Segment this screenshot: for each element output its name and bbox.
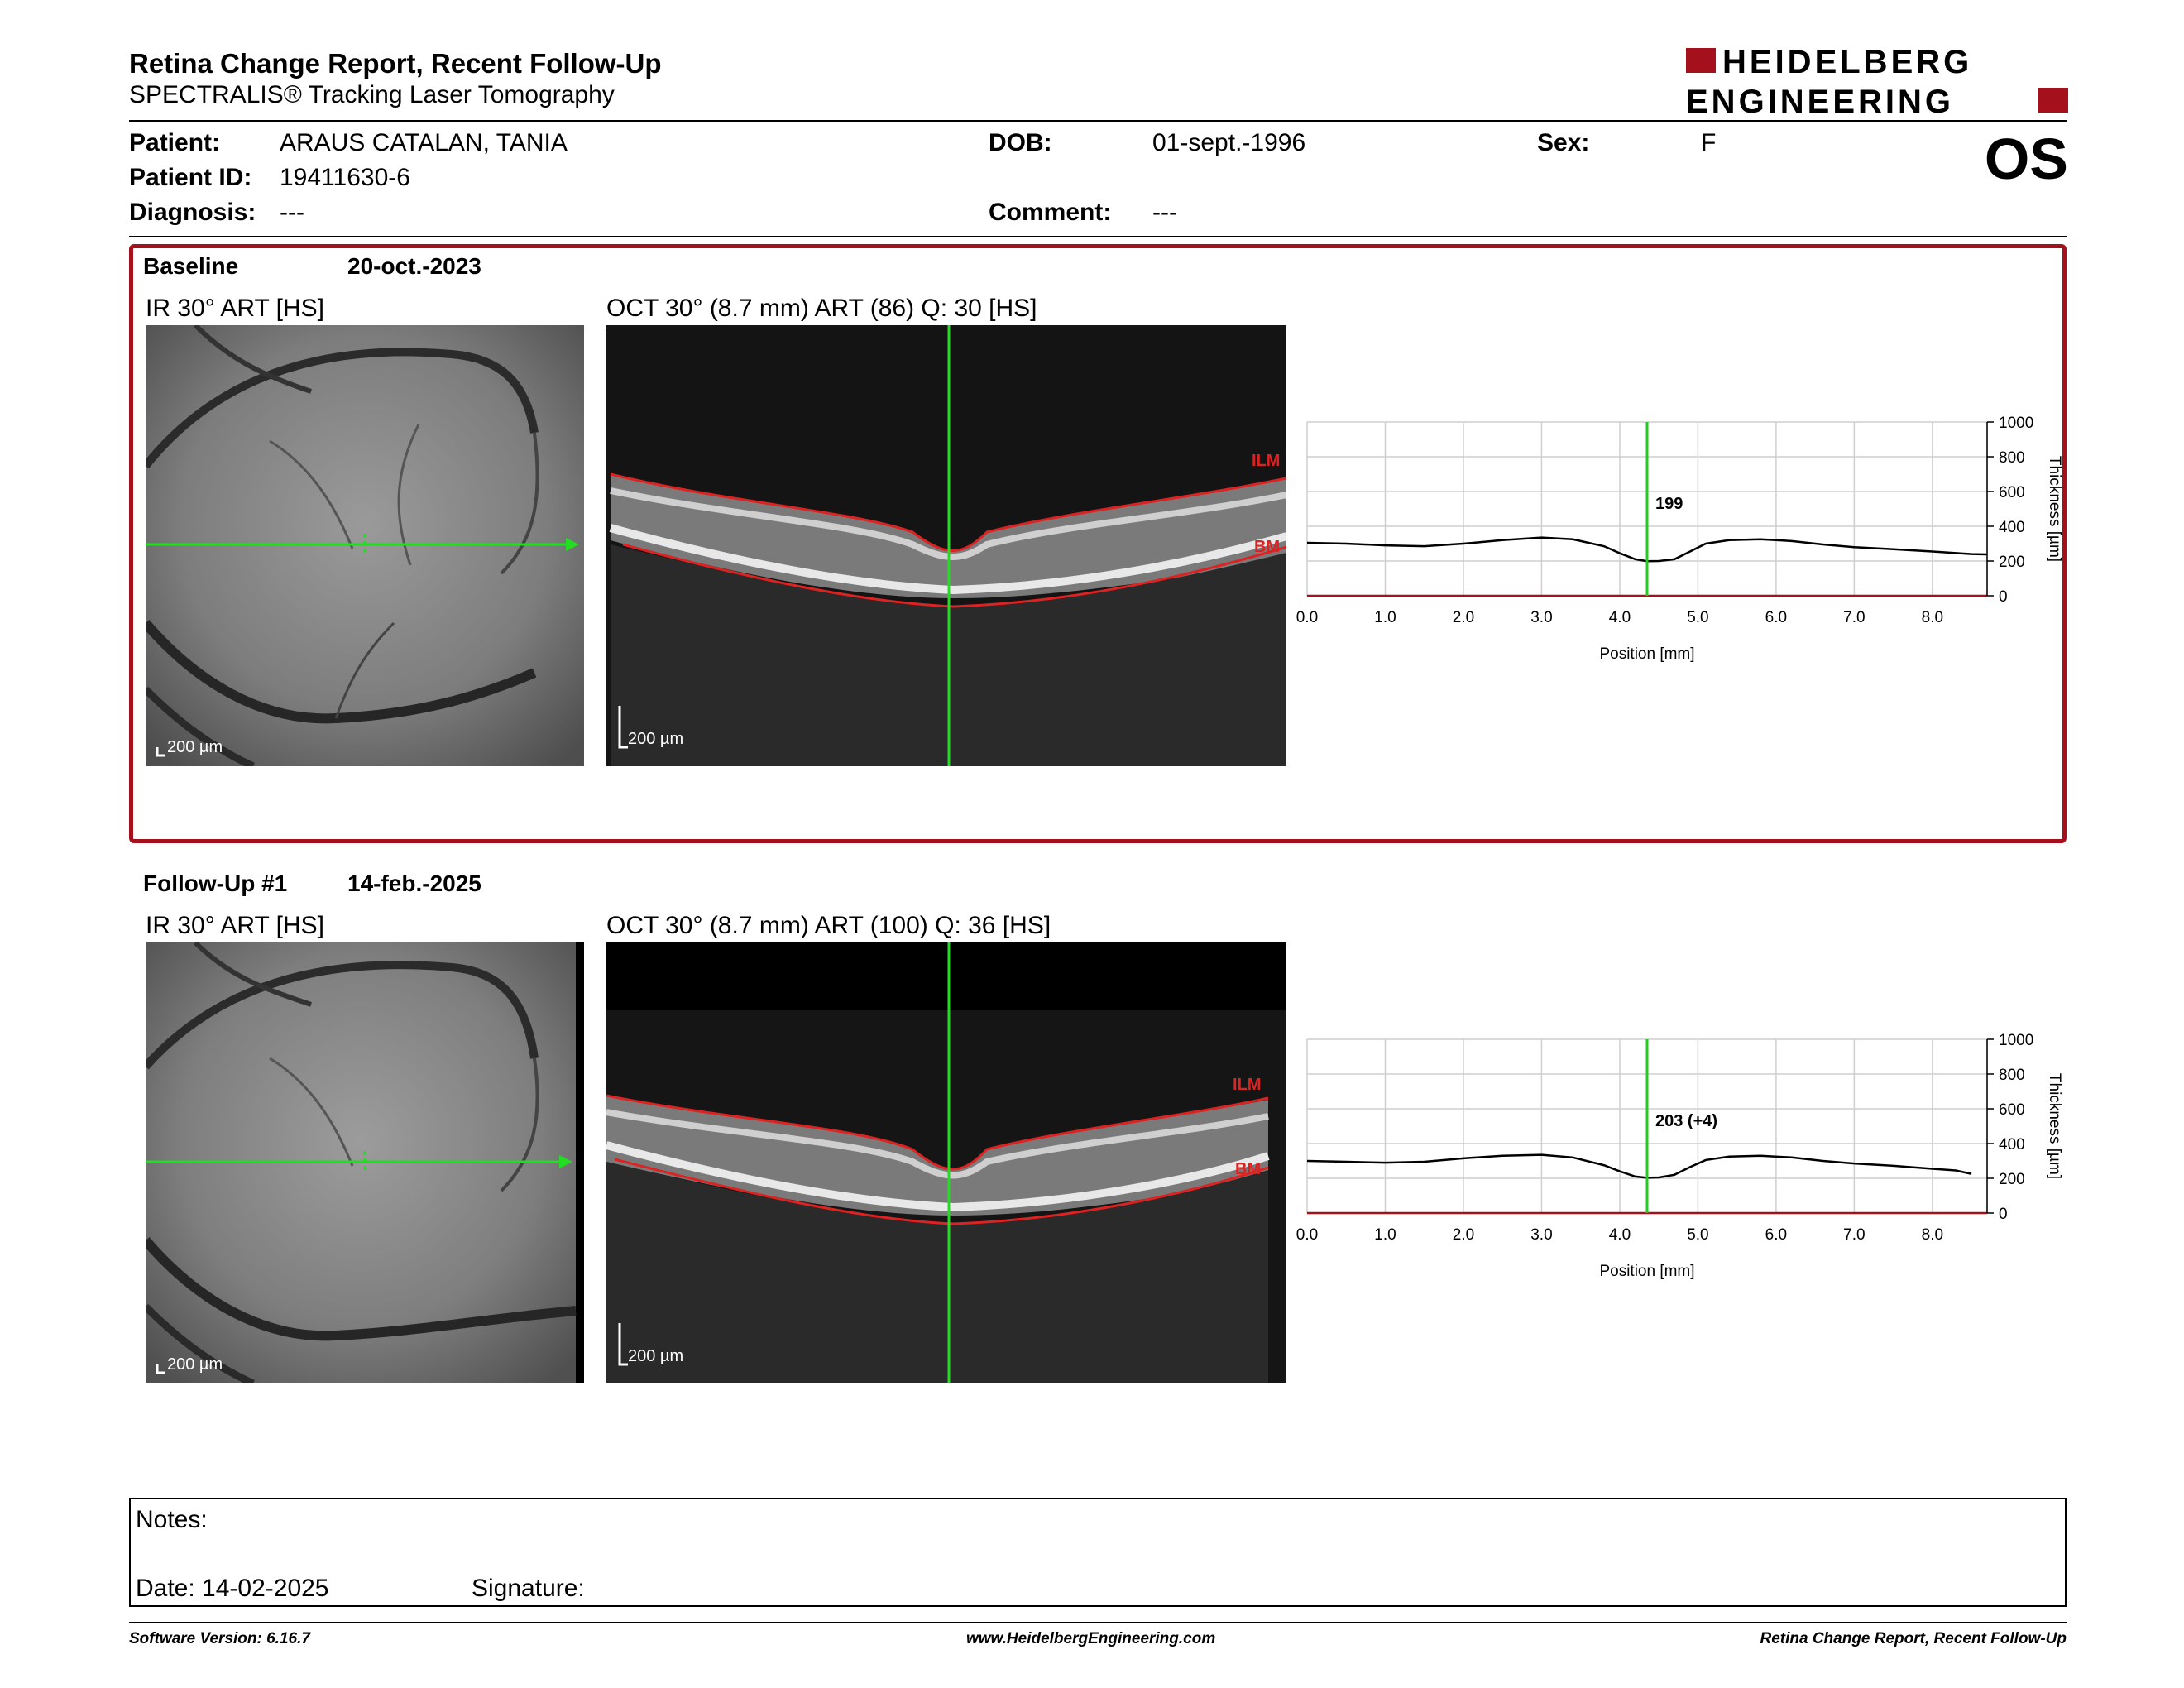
y-tick-label: 0 [1999, 588, 2008, 606]
baseline-chart-ylabel: Thickness [µm] [2046, 456, 2063, 562]
logo-line2: ENGINEERING [1686, 84, 1954, 119]
y-tick-label: 800 [1999, 1067, 2025, 1084]
followup-thickness-chart: Position [mm] Thickness [µm] 0.0 1.0 2.0 3.… [1296, 1032, 2063, 1280]
dob-label: DOB: [989, 129, 1052, 156]
x-tick-label: 0.0 [1296, 1226, 1318, 1244]
x-tick-label: 4.0 [1609, 1226, 1631, 1244]
x-tick-label: 6.0 [1765, 1226, 1787, 1244]
x-tick-label: 8.0 [1922, 1226, 1943, 1244]
sex-label: Sex: [1537, 129, 1590, 156]
y-tick-label: 800 [1999, 449, 2025, 467]
followup-ir-fundus-image: 200 µm [146, 942, 584, 1383]
x-tick-label: 4.0 [1609, 609, 1631, 626]
patient-id-label: Patient ID: [129, 164, 252, 191]
x-tick-label: 0.0 [1296, 609, 1318, 626]
patient-divider [129, 236, 2067, 237]
y-tick-label: 0 [1999, 1206, 2008, 1223]
y-tick-label: 200 [1999, 1171, 2025, 1188]
footer-software-version: Software Version: 6.16.7 [129, 1630, 310, 1647]
followup-chart-cursor-label: 203 (+4) [1655, 1112, 1717, 1130]
patient-label: Patient: [129, 129, 221, 156]
thickness-line [1306, 536, 1988, 563]
comment-value: --- [1152, 199, 1177, 226]
x-tick-label: 2.0 [1453, 609, 1474, 626]
baseline-chart-cursor-label: 199 [1655, 495, 1683, 513]
thickness-line [1306, 1153, 1972, 1179]
signature-field: Signature: [472, 1575, 585, 1602]
followup-ir-caption: IR 30° ART [HS] [146, 912, 324, 939]
baseline-chart-xlabel: Position [mm] [1599, 645, 1694, 663]
y-tick-label: 200 [1999, 554, 2025, 571]
x-tick-label: 7.0 [1843, 609, 1865, 626]
notes-label: Notes: [136, 1506, 208, 1533]
x-tick-label: 1.0 [1374, 609, 1396, 626]
footer-report-name: Retina Change Report, Recent Follow-Up [1760, 1630, 2067, 1647]
baseline-oct-caption: OCT 30° (8.7 mm) ART (86) Q: 30 [HS] [606, 295, 1037, 322]
baseline-oct-bscan-image: ILM BM 200 µm [606, 325, 1286, 766]
diagnosis-value: --- [280, 199, 304, 226]
baseline-label: Baseline [143, 253, 239, 279]
dob-value: 01-sept.-1996 [1152, 129, 1306, 156]
x-tick-label: 5.0 [1687, 609, 1708, 626]
x-tick-label: 2.0 [1453, 1226, 1474, 1244]
followup-oct-bscan-image: ILM BM 200 µm [606, 942, 1286, 1383]
logo-line1: HEIDELBERG [1722, 44, 1972, 80]
notes-box[interactable] [129, 1498, 2067, 1607]
x-tick-label: 1.0 [1374, 1226, 1396, 1244]
heidelberg-logo: HEIDELBERG ENGINEERING [1686, 43, 2068, 120]
y-tick-label: 600 [1999, 1101, 2025, 1119]
baseline-ir-caption: IR 30° ART [HS] [146, 295, 324, 322]
baseline-ilm-label: ILM [1252, 452, 1280, 470]
comment-label: Comment: [989, 199, 1112, 226]
followup-chart-ylabel: Thickness [µm] [2046, 1073, 2063, 1179]
date-field: Date: 14-02-2025 [136, 1575, 329, 1602]
eye-indicator: OS [1984, 127, 2068, 191]
x-tick-label: 3.0 [1530, 609, 1552, 626]
footer-divider [129, 1622, 2067, 1623]
x-tick-label: 8.0 [1922, 609, 1943, 626]
footer-website: www.HeidelbergEngineering.com [966, 1630, 1216, 1647]
baseline-date: 20-oct.-2023 [347, 253, 481, 279]
y-tick-label: 1000 [1999, 1032, 2033, 1049]
followup-oct-scale-label: 200 µm [628, 1347, 683, 1365]
diagnosis-label: Diagnosis: [129, 199, 256, 226]
x-tick-label: 6.0 [1765, 609, 1787, 626]
baseline-ir-scale-label: 200 µm [167, 738, 223, 756]
followup-oct-caption: OCT 30° (8.7 mm) ART (100) Q: 36 [HS] [606, 912, 1051, 939]
y-tick-label: 1000 [1999, 415, 2033, 432]
sex-value: F [1701, 129, 1717, 156]
baseline-thickness-chart: Position [mm] Thickness [µm] 0.0 1.0 2.0 3.… [1296, 415, 2063, 663]
patient-name: ARAUS CATALAN, TANIA [280, 129, 568, 156]
followup-bm-label: BM [1235, 1160, 1261, 1178]
baseline-oct-scale-label: 200 µm [628, 730, 683, 748]
followup-chart-xlabel: Position [mm] [1599, 1263, 1694, 1280]
followup-ilm-label: ILM [1233, 1076, 1261, 1094]
baseline-ir-fundus-image: 200 µm [146, 325, 584, 766]
y-tick-label: 400 [1999, 519, 2025, 536]
header-divider [129, 120, 2067, 122]
y-tick-label: 400 [1999, 1136, 2025, 1153]
followup-ir-scale-label: 200 µm [167, 1355, 223, 1374]
baseline-highlight-box [129, 244, 2067, 843]
patient-id: 19411630-6 [280, 164, 410, 191]
followup-label: Follow-Up #1 [143, 870, 288, 896]
baseline-bm-label: BM [1254, 538, 1280, 556]
x-tick-label: 5.0 [1687, 1226, 1708, 1244]
x-tick-label: 3.0 [1530, 1226, 1552, 1244]
y-tick-label: 600 [1999, 484, 2025, 501]
report-subtitle: SPECTRALIS® Tracking Laser Tomography [129, 81, 615, 108]
followup-date: 14-feb.-2025 [347, 870, 481, 896]
report-title: Retina Change Report, Recent Follow-Up [129, 48, 662, 79]
x-tick-label: 7.0 [1843, 1226, 1865, 1244]
